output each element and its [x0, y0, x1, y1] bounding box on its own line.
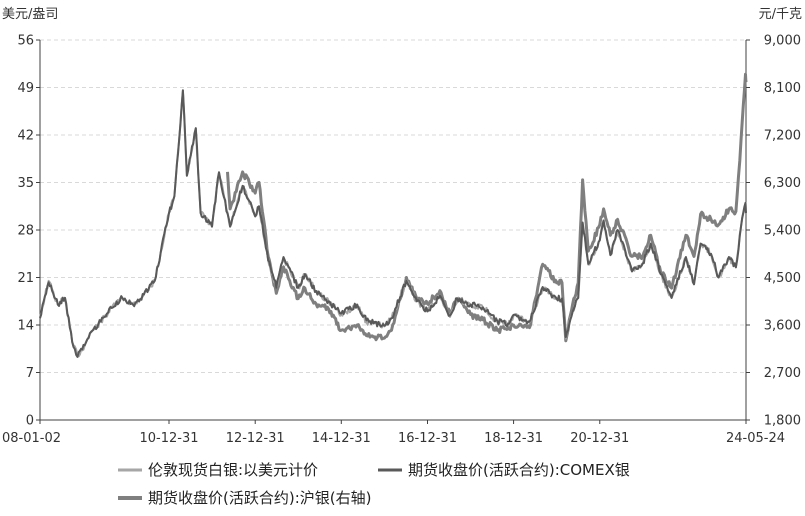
x-tick-label: 08-01-02	[2, 431, 61, 446]
series-lines	[39, 72, 748, 358]
right-tick-label: 8,100	[764, 81, 801, 96]
x-tick-label: 18-12-31	[484, 431, 543, 446]
left-axis-ticks: 0 7 14 21 28 35 42 49 56	[17, 34, 40, 429]
left-tick-label: 56	[17, 34, 34, 49]
left-tick-label: 49	[17, 81, 34, 96]
left-tick-label: 35	[17, 176, 34, 191]
right-tick-label: 3,600	[764, 319, 801, 334]
right-tick-label: 4,500	[764, 271, 801, 286]
right-tick-label: 6,300	[764, 176, 801, 191]
right-axis-unit: 元/千克	[759, 7, 802, 22]
right-tick-label: 5,400	[764, 224, 801, 239]
right-axis-ticks: 1,800 2,700 3,600 4,500 5,400 6,300 7,200 8,100…	[746, 34, 801, 429]
series-line-2	[39, 89, 747, 358]
left-tick-label: 7	[26, 366, 34, 381]
left-tick-label: 28	[17, 224, 34, 239]
right-tick-label: 7,200	[764, 129, 801, 144]
left-tick-label: 42	[17, 129, 34, 144]
x-tick-label: 16-12-31	[398, 431, 457, 446]
left-tick-label: 14	[17, 319, 34, 334]
right-tick-label: 2,700	[764, 366, 801, 381]
x-tick-label: 10-12-31	[139, 431, 198, 446]
x-tick-label: 14-12-31	[312, 431, 371, 446]
x-tick-label: 12-12-31	[226, 431, 285, 446]
legend-label: 期货收盘价(活跃合约):COMEX银	[408, 461, 630, 479]
legend: 伦敦现货白银:以美元计价 期货收盘价(活跃合约):COMEX银期货收盘价(活跃合约…	[118, 461, 630, 507]
x-axis-ticks: 08-01-02 10-12-31 12-12-31 14-12-31 16-12-31…	[2, 420, 785, 446]
left-tick-label: 21	[17, 271, 34, 286]
legend-label: 伦敦现货白银:以美元计价	[148, 461, 318, 479]
right-tick-label: 9,000	[764, 34, 801, 49]
legend-label: 期货收盘价(活跃合约):沪银(右轴)	[148, 489, 371, 507]
right-tick-label: 1,800	[764, 414, 801, 429]
x-tick-label: 20-12-31	[570, 431, 629, 446]
x-tick-label: 24-05-24	[726, 431, 785, 446]
left-axis-unit: 美元/盎司	[2, 7, 58, 22]
left-tick-label: 0	[26, 414, 34, 429]
series-line-3	[226, 72, 748, 343]
